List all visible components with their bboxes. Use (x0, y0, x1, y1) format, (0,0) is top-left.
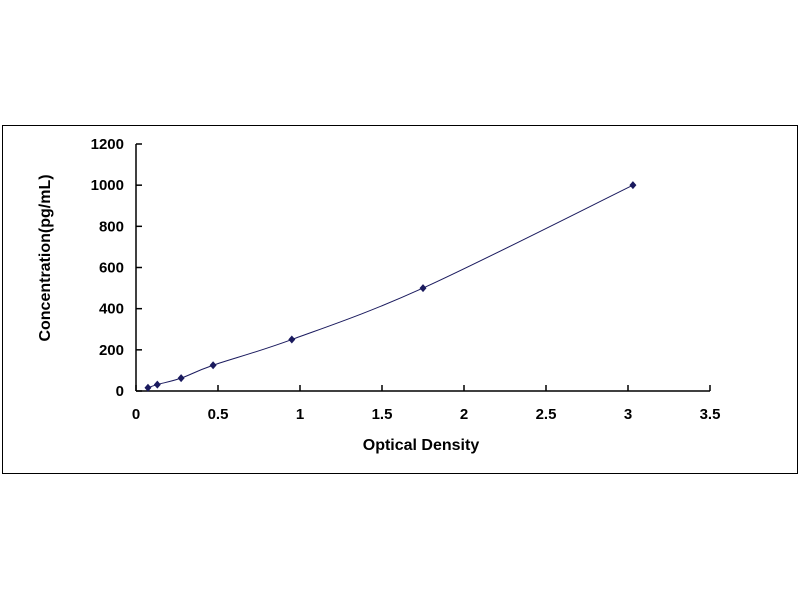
y-tick-label: 800 (99, 218, 124, 235)
data-point (419, 284, 427, 293)
data-point (144, 383, 152, 392)
x-axis-label: Optical Density (363, 437, 480, 454)
x-tick-label: 2.5 (536, 406, 557, 423)
x-tick-label: 3 (624, 406, 632, 423)
x-tick-label: 0 (132, 406, 140, 423)
x-tick-label: 0.5 (208, 406, 229, 423)
x-tick-label: 3.5 (700, 406, 721, 423)
x-tick-label: 2 (460, 406, 468, 423)
chart-frame (2, 125, 798, 474)
fit-curve (147, 184, 634, 389)
data-point (153, 380, 161, 389)
x-tick-label: 1 (296, 406, 304, 423)
data-point (209, 361, 217, 370)
y-tick-label: 1000 (91, 177, 124, 194)
y-tick-label: 400 (99, 301, 124, 318)
data-point (288, 335, 296, 344)
x-tick-label: 1.5 (372, 406, 393, 423)
y-tick-label: 200 (99, 342, 124, 359)
y-axis-label: Concentration(pg/mL) (37, 174, 54, 341)
y-tick-label: 1200 (91, 136, 124, 153)
y-tick-label: 0 (116, 383, 124, 400)
y-tick-label: 600 (99, 260, 124, 277)
data-point (177, 374, 185, 383)
data-point (629, 181, 637, 190)
